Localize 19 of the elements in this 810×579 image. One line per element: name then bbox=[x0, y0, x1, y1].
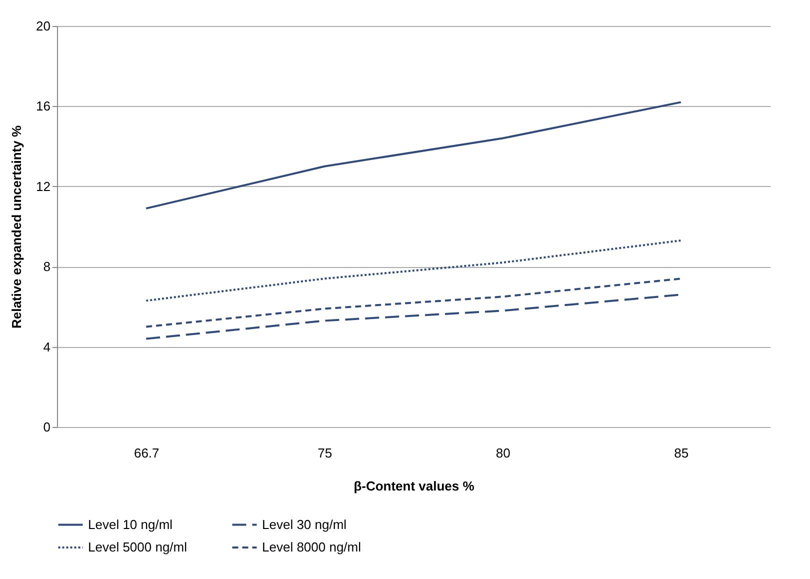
legend-label: Level 30 ng/ml bbox=[262, 516, 347, 532]
line-series bbox=[145, 101, 682, 210]
y-tick-label: 12 bbox=[36, 178, 50, 194]
x-tick-label: 85 bbox=[674, 446, 689, 460]
line-series bbox=[145, 240, 682, 302]
x-tick-label: 75 bbox=[318, 446, 332, 460]
y-tick-label: 0 bbox=[43, 420, 50, 434]
legend-label: Level 10 ng/ml bbox=[88, 516, 173, 532]
x-tick-label: 66.7 bbox=[134, 446, 160, 460]
y-tick-label: 4 bbox=[43, 339, 50, 354]
y-tick-label: 16 bbox=[36, 98, 50, 114]
line-series bbox=[145, 278, 682, 328]
x-tick-label: 80 bbox=[496, 446, 510, 460]
legend-label: Level 8000 ng/ml bbox=[262, 540, 362, 554]
y-tick-label: 20 bbox=[36, 18, 50, 34]
x-axis-title: β-Content values % bbox=[354, 478, 475, 494]
y-axis-title: Relative expanded uncertainty % bbox=[9, 125, 24, 329]
legend-label: Level 5000 ng/ml bbox=[88, 540, 188, 554]
y-tick-label: 8 bbox=[43, 259, 50, 274]
